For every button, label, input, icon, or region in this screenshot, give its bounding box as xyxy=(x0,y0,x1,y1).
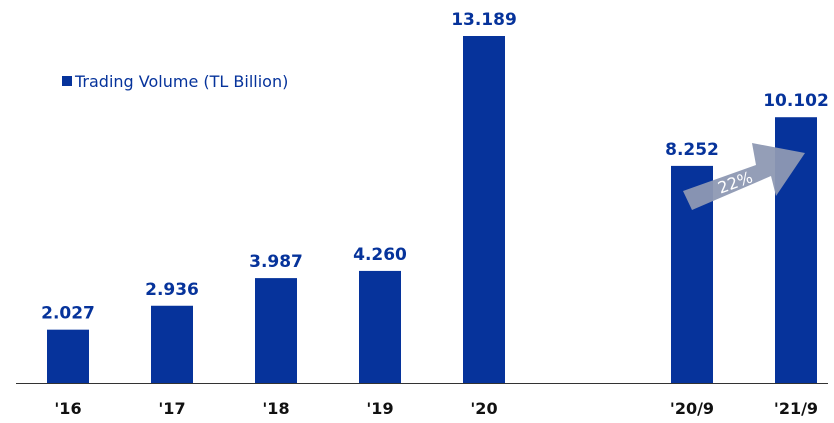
value-label-18: 3.987 xyxy=(249,252,303,272)
x-tick-label-18: '18 xyxy=(262,399,289,418)
x-tick-label-20-9: '20/9 xyxy=(670,399,714,418)
x-tick-label-16: '16 xyxy=(54,399,81,418)
x-tick-labels-group: '16 '17 '18 '19 '20 '20/9 '21/9 xyxy=(54,399,818,418)
bar-18 xyxy=(255,278,297,383)
value-label-17: 2.936 xyxy=(145,280,199,300)
bars-group xyxy=(47,36,817,384)
value-labels-group: 2.027 2.936 3.987 4.260 13.189 8.252 10.102 xyxy=(41,10,829,324)
legend-swatch xyxy=(62,76,72,86)
bar-20 xyxy=(463,36,505,383)
legend-label: Trading Volume (TL Billion) xyxy=(74,72,288,91)
legend: Trading Volume (TL Billion) xyxy=(62,72,288,91)
growth-percent-label: 22% xyxy=(715,167,755,197)
bar-17 xyxy=(151,305,193,383)
value-label-19: 4.260 xyxy=(353,245,407,265)
x-tick-label-21-9: '21/9 xyxy=(774,399,818,418)
value-label-20-9: 8.252 xyxy=(665,140,719,160)
bar-19 xyxy=(359,270,401,383)
value-label-16: 2.027 xyxy=(41,304,95,324)
value-label-20: 13.189 xyxy=(451,10,517,30)
value-label-21-9: 10.102 xyxy=(763,91,829,111)
bar-16 xyxy=(47,329,89,383)
growth-arrow-shape xyxy=(683,143,805,210)
x-tick-label-17: '17 xyxy=(158,399,185,418)
x-tick-label-19: '19 xyxy=(366,399,393,418)
x-tick-label-20: '20 xyxy=(470,399,497,418)
